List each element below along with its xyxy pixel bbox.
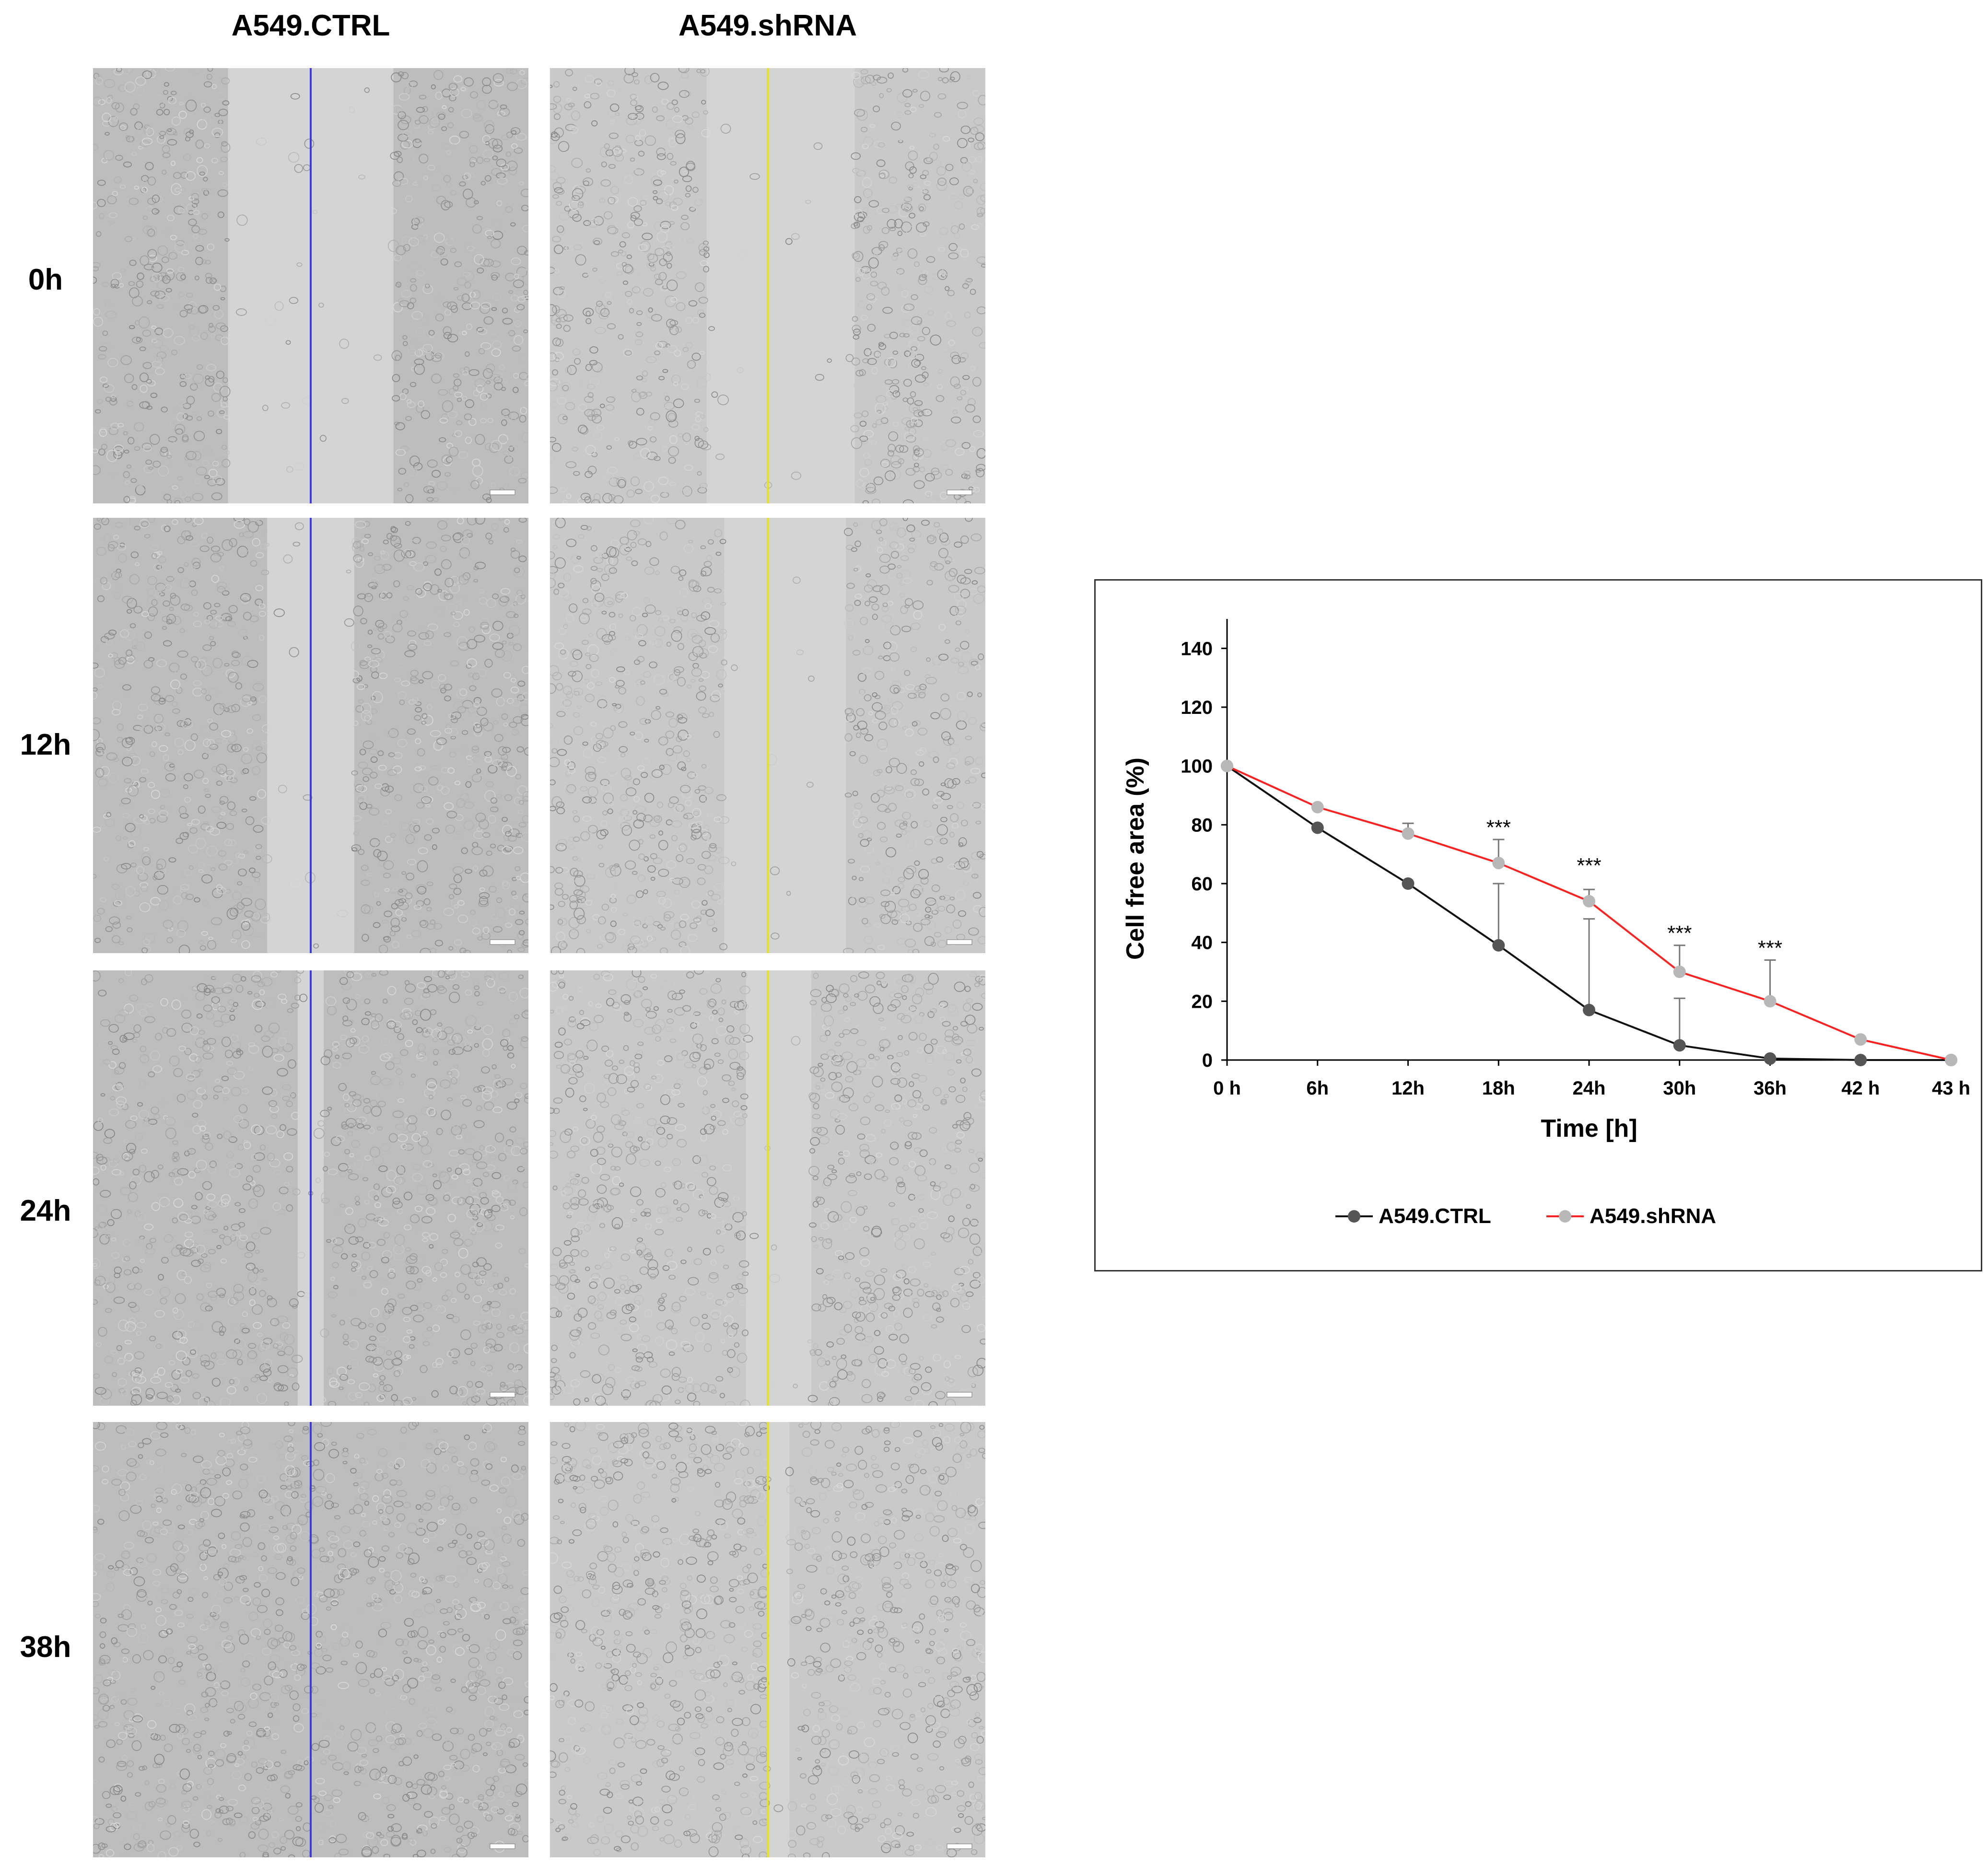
data-point [1492,939,1505,952]
micrograph-ctrl-38h [93,1422,528,1857]
x-tick-label: 36h [1754,1078,1787,1099]
significance-marker: *** [1758,936,1782,960]
significance-marker: *** [1486,816,1511,839]
legend-item: A549.CTRL [1335,1204,1491,1228]
y-tick-label: 140 [1181,638,1213,659]
y-tick-label: 40 [1192,932,1213,954]
data-point [1583,1003,1595,1016]
data-point [1764,995,1777,1008]
data-point [1311,821,1324,834]
series-A549.shRNA [1221,759,1957,1066]
y-tick-label: 20 [1192,991,1213,1012]
micrograph-shrna-0h [550,68,985,503]
x-tick-label: 24h [1573,1078,1606,1099]
y-tick-label: 0 [1202,1050,1213,1071]
data-point [1311,801,1324,814]
legend-marker [1559,1210,1571,1223]
legend-marker [1348,1210,1360,1223]
y-tick-label: 100 [1181,756,1213,777]
column-label-shrna: A549.shRNA [678,9,857,42]
chart-frame: 0 20 40 60 80 100 120 140 0 h 6h 12h 18h 24h 30h 36h 42… [1094,579,1982,1271]
y-tick-label: 120 [1181,697,1213,718]
micrograph-ctrl-0h [93,68,528,503]
data-point [1854,1054,1867,1066]
row-label-38h: 38h [20,1631,71,1664]
row-label-12h: 12h [20,728,71,761]
legend-label: A549.CTRL [1379,1204,1491,1228]
row-label-24h: 24h [20,1194,71,1227]
x-tick-label: 18h [1482,1078,1515,1099]
micrograph-shrna-24h [550,970,985,1406]
micrograph-ctrl-12h [93,518,528,953]
data-point [1492,857,1505,870]
x-tick-label: 30h [1663,1078,1696,1099]
x-tick-label: 43 h [1932,1078,1970,1099]
micrograph-shrna-38h [550,1422,985,1857]
significance-marker: *** [1577,854,1601,877]
x-tick-label: 6h [1306,1078,1329,1099]
x-axis-label: Time [h] [1541,1115,1637,1142]
y-axis-label: Cell free area (%) [1122,758,1149,960]
x-tick-label: 12h [1392,1078,1425,1099]
series-A549.CTRL [1221,759,1957,1066]
micrograph-shrna-12h [550,518,985,953]
micrograph-ctrl-24h [93,970,528,1406]
x-tick-label: 42 h [1841,1078,1880,1099]
data-point [1402,877,1415,890]
y-tick-label: 60 [1192,874,1213,895]
y-tick-label: 80 [1192,815,1213,836]
data-point [1764,1052,1777,1065]
data-point [1673,1039,1686,1052]
x-tick-label: 0 h [1213,1078,1241,1099]
column-label-ctrl: A549.CTRL [231,9,390,42]
data-point [1854,1033,1867,1046]
data-point [1583,895,1595,908]
data-point [1673,966,1686,978]
row-label-0h: 0h [28,263,63,296]
data-point [1945,1054,1957,1066]
legend-label: A549.shRNA [1590,1204,1716,1228]
significance-marker: *** [1667,921,1692,945]
line-chart: 0 20 40 60 80 100 120 140 0 h 6h 12h 18h 24h 30h 36h 42… [1122,619,1970,1228]
data-point [1402,827,1415,840]
legend-item: A549.shRNA [1546,1204,1716,1228]
data-point [1221,759,1233,772]
